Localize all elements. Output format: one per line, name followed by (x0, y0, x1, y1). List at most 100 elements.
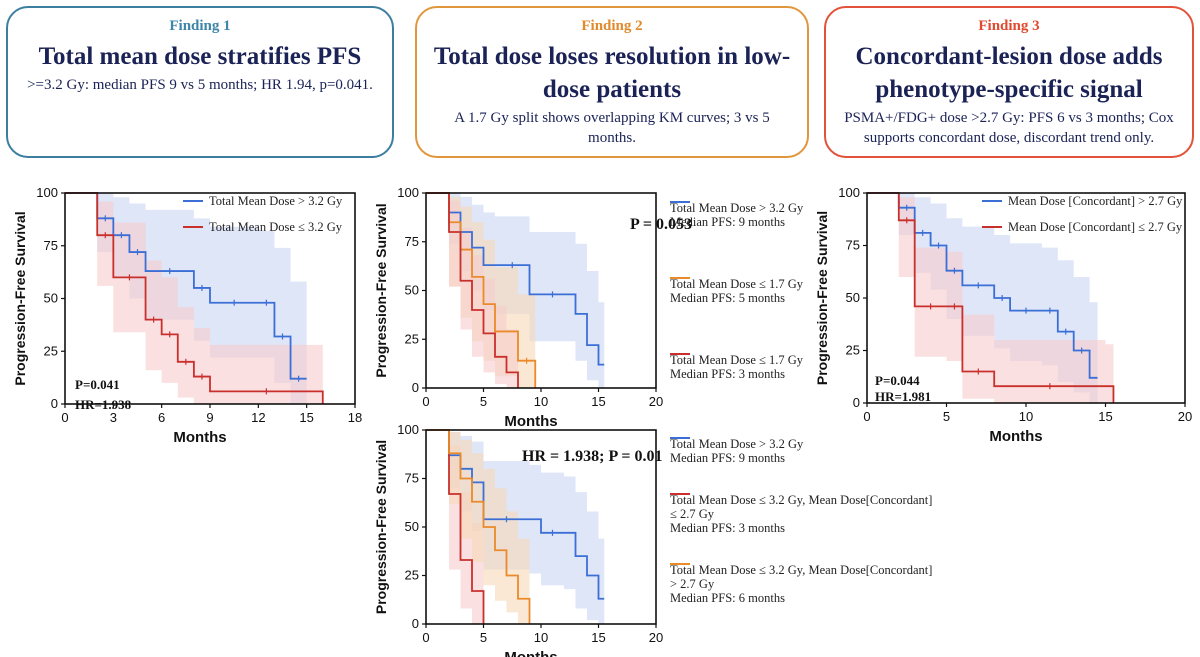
km-curve (65, 192, 307, 380)
legend-label: ≤ 2.7 Gy (670, 507, 715, 521)
km-curve (867, 192, 1115, 403)
finding-label: Finding 3 (978, 18, 1040, 34)
legend-median-note: Median PFS: 9 months (670, 451, 785, 465)
legend-median-note: Median PFS: 3 months (670, 367, 785, 381)
x-tick-label: 20 (1178, 409, 1192, 424)
plot-area: 0 5 10 15 20 0 25 50 75 100 Months Progression-Free… (373, 422, 663, 657)
y-tick-label: 100 (36, 185, 58, 200)
y-tick-label: 100 (838, 185, 860, 200)
x-tick-label: 5 (943, 409, 950, 424)
x-axis-label: Months (504, 413, 557, 430)
finding-card-3: Finding 3 Concordant-lesion dose adds ph… (824, 6, 1194, 158)
km-chart-concordant-subgroups: 0 5 10 15 20 0 25 50 75 100 Months Progression-Free… (373, 422, 932, 657)
x-tick-label: 20 (649, 630, 663, 645)
x-tick-label: 5 (480, 394, 487, 409)
plot-area: 0 5 10 15 20 0 25 50 75 100 Months Progression-Free… (373, 185, 692, 430)
confidence-band (867, 193, 1114, 403)
legend-median-note: Median PFS: 6 months (670, 591, 785, 605)
km-chart-concordant-dose: 0 5 10 15 20 0 25 50 75 100 Months Progression-Free… (814, 185, 1192, 445)
finding-body: PSMA+/FDG+ dose >2.7 Gy: PFS 6 vs 3 mont… (844, 110, 1174, 146)
km-curve (65, 192, 324, 404)
km-chart-total-dose: 0 3 6 9 12 15 18 0 25 50 75 100 Months Progression-Fr… (12, 185, 362, 446)
legend-label: Total Mean Dose ≤ 1.7 Gy (670, 353, 804, 367)
stat-annotation: P=0.044 (875, 373, 920, 388)
plot-area: 0 5 10 15 20 0 25 50 75 100 Months Progression-Free… (814, 185, 1192, 445)
stat-annotation: HR = 1.938; P = 0.01 (522, 448, 662, 465)
y-tick-label: 50 (405, 283, 419, 298)
y-tick-label: 50 (846, 290, 860, 305)
legend: Mean Dose [Concordant] > 2.7 Gy Mean Dose… (982, 194, 1183, 234)
y-tick-label: 25 (405, 331, 419, 346)
legend-label: Mean Dose [Concordant] ≤ 2.7 Gy (1008, 220, 1183, 234)
y-tick-label: 75 (405, 234, 419, 249)
x-tick-label: 10 (534, 394, 548, 409)
y-tick-label: 75 (44, 238, 58, 253)
x-tick-label: 9 (206, 410, 213, 425)
km-curve (426, 192, 537, 388)
finding-body: >=3.2 Gy: median PFS 9 vs 5 months; HR 1… (27, 77, 373, 93)
x-tick-label: 0 (61, 410, 68, 425)
x-tick-label: 15 (1098, 409, 1112, 424)
x-tick-label: 0 (422, 630, 429, 645)
confidence-band (426, 430, 484, 624)
x-tick-label: 0 (863, 409, 870, 424)
confidence-band (426, 430, 530, 624)
x-tick-label: 10 (534, 630, 548, 645)
y-axis-label: Progression-Free Survival (12, 211, 28, 385)
x-axis-label: Months (504, 649, 557, 657)
finding-headline: Total mean dose stratifies PFS (38, 43, 362, 70)
y-tick-label: 25 (405, 568, 419, 583)
legend-label: Total Mean Dose > 3.2 Gy (670, 201, 804, 215)
x-tick-label: 15 (299, 410, 313, 425)
y-tick-label: 25 (846, 343, 860, 358)
finding-label: Finding 1 (169, 18, 231, 34)
km-chart-low-dose: 0 5 10 15 20 0 25 50 75 100 Months Progression-Free… (373, 185, 804, 430)
x-tick-label: 0 (422, 394, 429, 409)
x-tick-label: 6 (158, 410, 165, 425)
y-axis-label: Progression-Free Survival (814, 211, 830, 385)
legend-label: Total Mean Dose ≤ 3.2 Gy, Mean Dose[Conc… (670, 563, 932, 577)
x-axis-label: Months (173, 429, 226, 446)
finding-headline: Total dose loses resolution in low-dose … (433, 43, 791, 103)
x-tick-label: 15 (591, 630, 605, 645)
y-tick-label: 0 (412, 616, 419, 631)
y-tick-label: 50 (44, 291, 58, 306)
legend-label: Total Mean Dose ≤ 3.2 Gy, Mean Dose[Conc… (670, 493, 932, 507)
legend-label: Total Mean Dose ≤ 3.2 Gy (209, 220, 343, 234)
finding-card-1: Finding 1 Total mean dose stratifies PFS… (6, 6, 394, 158)
legend-median-note: Median PFS: 9 months (670, 215, 785, 229)
x-tick-label: 18 (348, 410, 362, 425)
finding-label: Finding 2 (581, 18, 643, 34)
plot-area: 0 3 6 9 12 15 18 0 25 50 75 100 Months Progression-Fr… (12, 185, 362, 446)
x-tick-label: 3 (110, 410, 117, 425)
y-axis-label: Progression-Free Survival (373, 440, 389, 614)
legend-median-note: Median PFS: 3 months (670, 521, 785, 535)
km-curve (426, 192, 605, 366)
x-tick-label: 10 (1019, 409, 1033, 424)
y-tick-label: 100 (397, 185, 419, 200)
x-tick-label: 15 (591, 394, 605, 409)
legend-label: Total Mean Dose > 3.2 Gy (209, 194, 343, 208)
x-tick-label: 12 (251, 410, 265, 425)
finding-card-2: Finding 2 Total dose loses resolution in… (415, 6, 809, 158)
legend-median-note: Median PFS: 5 months (670, 291, 785, 305)
km-curve (426, 192, 519, 388)
y-tick-label: 75 (405, 471, 419, 486)
y-tick-label: 25 (44, 343, 58, 358)
legend-label: Total Mean Dose ≤ 1.7 Gy (670, 277, 804, 291)
km-curve (426, 429, 531, 624)
y-tick-label: 0 (853, 395, 860, 410)
stat-annotation: P = 0.053 (630, 216, 692, 233)
x-tick-label: 5 (480, 630, 487, 645)
y-tick-label: 0 (412, 380, 419, 395)
finding-headline: Concordant-lesion dose adds phenotype-sp… (855, 43, 1163, 103)
legend: Total Mean Dose > 3.2 Gy Total Mean Dose … (183, 194, 343, 234)
finding-body: A 1.7 Gy split shows overlapping KM curv… (454, 110, 770, 146)
y-tick-label: 75 (846, 238, 860, 253)
y-tick-label: 100 (397, 422, 419, 437)
legend-label: > 2.7 Gy (670, 577, 715, 591)
stat-annotation: HR=1.938 (75, 397, 132, 412)
legend-label: Total Mean Dose > 3.2 Gy (670, 437, 804, 451)
